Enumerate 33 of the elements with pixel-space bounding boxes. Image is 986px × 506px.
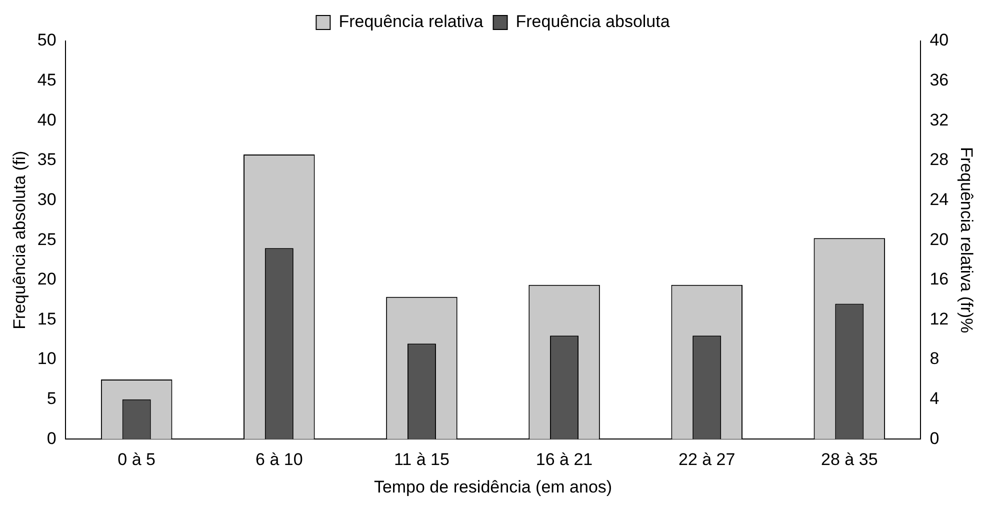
y-tick-label: 35 [37, 150, 56, 170]
y-tick-label: 10 [37, 349, 56, 368]
x-tick-label: 0 à 5 [118, 450, 156, 470]
y2-tick-label: 28 [930, 150, 949, 170]
y-tick-label: 30 [37, 190, 56, 209]
x-tick-label: 28 à 35 [821, 450, 878, 470]
y2-tick-label: 16 [930, 270, 949, 289]
y-tick-label: 45 [37, 70, 56, 90]
y-tick-label: 25 [37, 230, 56, 249]
y-tick-label: 5 [46, 389, 56, 408]
x-axis-title: Tempo de residência (em anos) [374, 477, 612, 496]
y2-tick-label: 8 [930, 349, 940, 368]
x-tick-label: 22 à 27 [678, 450, 736, 470]
y2-axis-title: Frequência relativa (fr)% [957, 147, 976, 334]
y2-tick-label: 0 [930, 428, 940, 448]
y2-tick-label: 12 [930, 309, 949, 328]
y-tick-label: 20 [37, 270, 56, 289]
y2-tick-label: 32 [930, 110, 949, 130]
y-tick-label: 50 [37, 30, 56, 50]
y2-tick-label: 40 [930, 30, 949, 50]
x-tick-label: 16 à 21 [536, 450, 593, 470]
x-tick-label: 6 à 10 [256, 450, 303, 470]
y2-tick-label: 20 [930, 230, 949, 249]
y2-tick-label: 36 [930, 70, 949, 90]
y2-tick-label: 24 [930, 190, 949, 209]
x-tick-label: 11 à 15 [394, 450, 450, 470]
y-tick-label: 15 [37, 309, 56, 328]
y-tick-label: 40 [37, 110, 56, 130]
y2-tick-label: 4 [930, 389, 940, 408]
y-tick-label: 0 [46, 428, 56, 448]
y-axis-title: Frequência absoluta (fi) [10, 150, 29, 330]
legend-label: Frequência absoluta [516, 12, 670, 32]
legend-label: Frequência relativa [338, 12, 484, 32]
